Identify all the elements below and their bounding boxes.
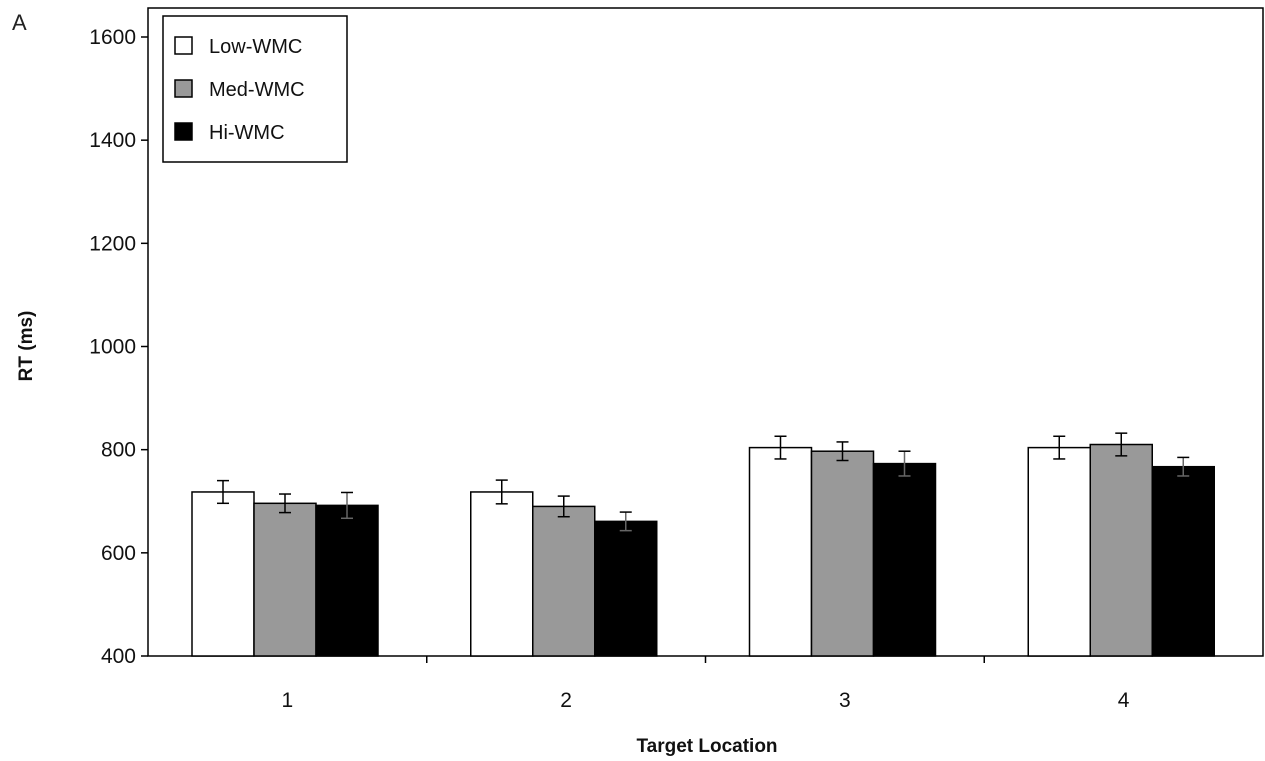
x-axis-title: Target Location	[636, 736, 777, 757]
y-tick-label: 1000	[89, 336, 136, 359]
y-tick-label: 1400	[89, 129, 136, 152]
legend-swatch	[174, 79, 193, 98]
x-tick-label: 1	[282, 689, 294, 712]
bars	[191, 443, 1215, 657]
legend-box	[162, 15, 348, 163]
bar	[1027, 446, 1091, 657]
bar	[470, 491, 534, 657]
bar	[748, 446, 813, 657]
y-tick-label: 800	[101, 439, 136, 462]
bar	[532, 505, 596, 657]
x-tick-label: 3	[839, 689, 851, 712]
y-tick-label: 600	[101, 542, 136, 565]
bar	[1089, 443, 1153, 657]
bar	[1151, 465, 1215, 657]
bar	[594, 520, 658, 657]
y-tick-label: 1200	[89, 232, 136, 255]
legend-label: Hi-WMC	[209, 122, 285, 144]
legend-swatch	[174, 36, 193, 55]
legend-label: Med-WMC	[209, 79, 305, 101]
axes	[141, 7, 1264, 663]
y-tick-label: 400	[101, 645, 136, 668]
x-tick-label: 4	[1118, 689, 1130, 712]
y-axis-title: RT (ms)	[16, 311, 37, 382]
panel-label: A	[12, 10, 27, 35]
legend-swatch	[174, 122, 193, 141]
bar	[253, 502, 317, 657]
bar	[810, 450, 875, 657]
bar	[315, 504, 379, 657]
bar	[872, 462, 937, 657]
legend-label: Low-WMC	[209, 36, 302, 58]
bar	[191, 491, 255, 657]
x-tick-label: 2	[560, 689, 572, 712]
y-tick-label: 1600	[89, 26, 136, 49]
error-bars	[217, 432, 1190, 532]
legend: Low-WMC Med-WMC Hi-WMC	[162, 15, 348, 163]
tick-labels: 400 600 800 1000 1200 1400 1600 1 2 3 4	[89, 26, 1130, 712]
